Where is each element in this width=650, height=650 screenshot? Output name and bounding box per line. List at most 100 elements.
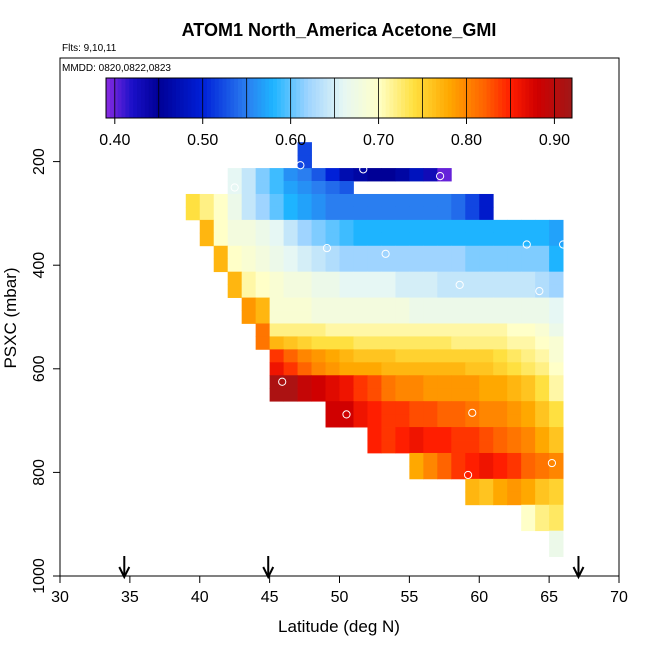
heatmap-cell — [339, 401, 354, 415]
heatmap-cell — [269, 181, 284, 195]
heatmap-cell — [423, 388, 438, 402]
heatmap-cell — [381, 271, 396, 286]
colorbar-segment — [175, 78, 181, 118]
heatmap-cell — [367, 245, 382, 260]
heatmap-cell — [353, 258, 368, 273]
heatmap-cell — [479, 362, 494, 376]
heatmap-cell — [479, 232, 494, 247]
heatmap-cell — [339, 375, 354, 389]
heatmap-cell — [507, 491, 522, 506]
heatmap-cell — [521, 349, 536, 363]
heatmap-cell — [283, 375, 298, 389]
heatmap-cell — [367, 219, 382, 234]
heatmap-cell — [549, 401, 564, 415]
heatmap-cell — [255, 258, 271, 273]
heatmap-cell — [493, 297, 508, 311]
heatmap-cell — [451, 206, 466, 221]
heatmap-cell — [381, 284, 396, 298]
heatmap-cell — [395, 401, 410, 415]
colorbar-segment — [140, 78, 146, 118]
heatmap-cell — [521, 414, 536, 428]
colorbar-segment — [463, 78, 468, 118]
colorbar-segment — [315, 78, 321, 118]
heatmap-cell — [339, 206, 354, 221]
y-tick-label: 800 — [31, 459, 48, 486]
colorbar-segment — [486, 78, 491, 118]
heatmap-cell — [423, 284, 438, 298]
heatmap-cell — [423, 375, 438, 389]
heatmap-cell — [535, 491, 550, 506]
colorbar-segment — [482, 78, 488, 118]
heatmap-cell — [283, 284, 298, 298]
sample-circle — [455, 280, 464, 289]
heatmap-cell — [409, 362, 424, 376]
colorbar-segment — [272, 78, 278, 118]
heatmap-cell — [507, 427, 522, 441]
x-tick-label: 40 — [191, 589, 209, 606]
heatmap-cell — [423, 168, 438, 182]
heatmap-cell — [311, 297, 326, 311]
colorbar-segment — [218, 78, 223, 118]
heatmap-cell — [297, 155, 312, 169]
heatmap-cell — [381, 401, 396, 415]
heatmap-cell — [465, 362, 480, 376]
heatmap-cell — [549, 284, 564, 298]
heatmap-cell — [325, 323, 340, 337]
heatmap-cell — [535, 271, 550, 286]
heatmap-cell — [409, 440, 424, 454]
heatmap-cell — [395, 336, 410, 350]
heatmap-cell — [241, 310, 257, 324]
heatmap-cell — [311, 232, 326, 247]
colorbar-segment — [525, 78, 530, 118]
heatmap-cell — [367, 206, 382, 221]
heatmap-cell — [409, 323, 424, 337]
heatmap-cell — [507, 440, 522, 454]
heatmap-cell — [479, 465, 494, 480]
heatmap-cell — [479, 427, 494, 441]
colorbar-segment — [517, 78, 523, 118]
heatmap-cell — [199, 219, 215, 234]
colorbar-tick-label: 0.40 — [99, 132, 130, 149]
heatmap-cell — [479, 375, 494, 389]
heatmap-cell — [325, 310, 340, 324]
heatmap-cell — [549, 271, 564, 286]
colorbar-segment — [439, 78, 445, 118]
heatmap-cell — [549, 388, 564, 402]
heatmap-cell — [465, 478, 480, 493]
heatmap-cell — [423, 323, 438, 337]
heatmap-cell — [185, 206, 201, 221]
colorbar-segment — [342, 78, 348, 118]
heatmap-cell — [465, 206, 480, 221]
heatmap-cell — [437, 336, 452, 350]
heatmap-cell — [255, 193, 271, 208]
heatmap-cell — [339, 168, 354, 182]
heatmap-cell — [465, 414, 480, 428]
heatmap-cell — [479, 284, 494, 298]
heatmap-cell — [297, 181, 312, 195]
heatmap-cell — [325, 284, 340, 298]
heatmap-cell — [395, 168, 410, 182]
colorbar-segment — [544, 78, 550, 118]
x-tick-label: 30 — [51, 589, 69, 606]
heatmap-cell — [493, 452, 508, 467]
heatmap-cell — [521, 336, 536, 350]
heatmap-cell — [297, 206, 312, 221]
heatmap-cell — [269, 271, 284, 286]
heatmap-cell — [549, 245, 564, 260]
heatmap-cell — [297, 310, 312, 324]
heatmap-cell — [493, 401, 508, 415]
heatmap-cell — [409, 465, 424, 480]
heatmap-cell — [255, 219, 271, 234]
heatmap-cell — [311, 336, 326, 350]
colorbar-segment — [191, 78, 196, 118]
heatmap-cell — [535, 375, 550, 389]
flight-arrows — [118, 556, 585, 580]
heatmap-cell — [521, 388, 536, 402]
heatmap-cell — [311, 245, 326, 260]
heatmap-cell — [451, 388, 466, 402]
colorbar-segment — [467, 78, 472, 118]
heatmap-cell — [395, 414, 410, 428]
heatmap-cell — [311, 193, 326, 208]
heatmap-cell — [507, 323, 522, 337]
heatmap-cell — [423, 206, 438, 221]
